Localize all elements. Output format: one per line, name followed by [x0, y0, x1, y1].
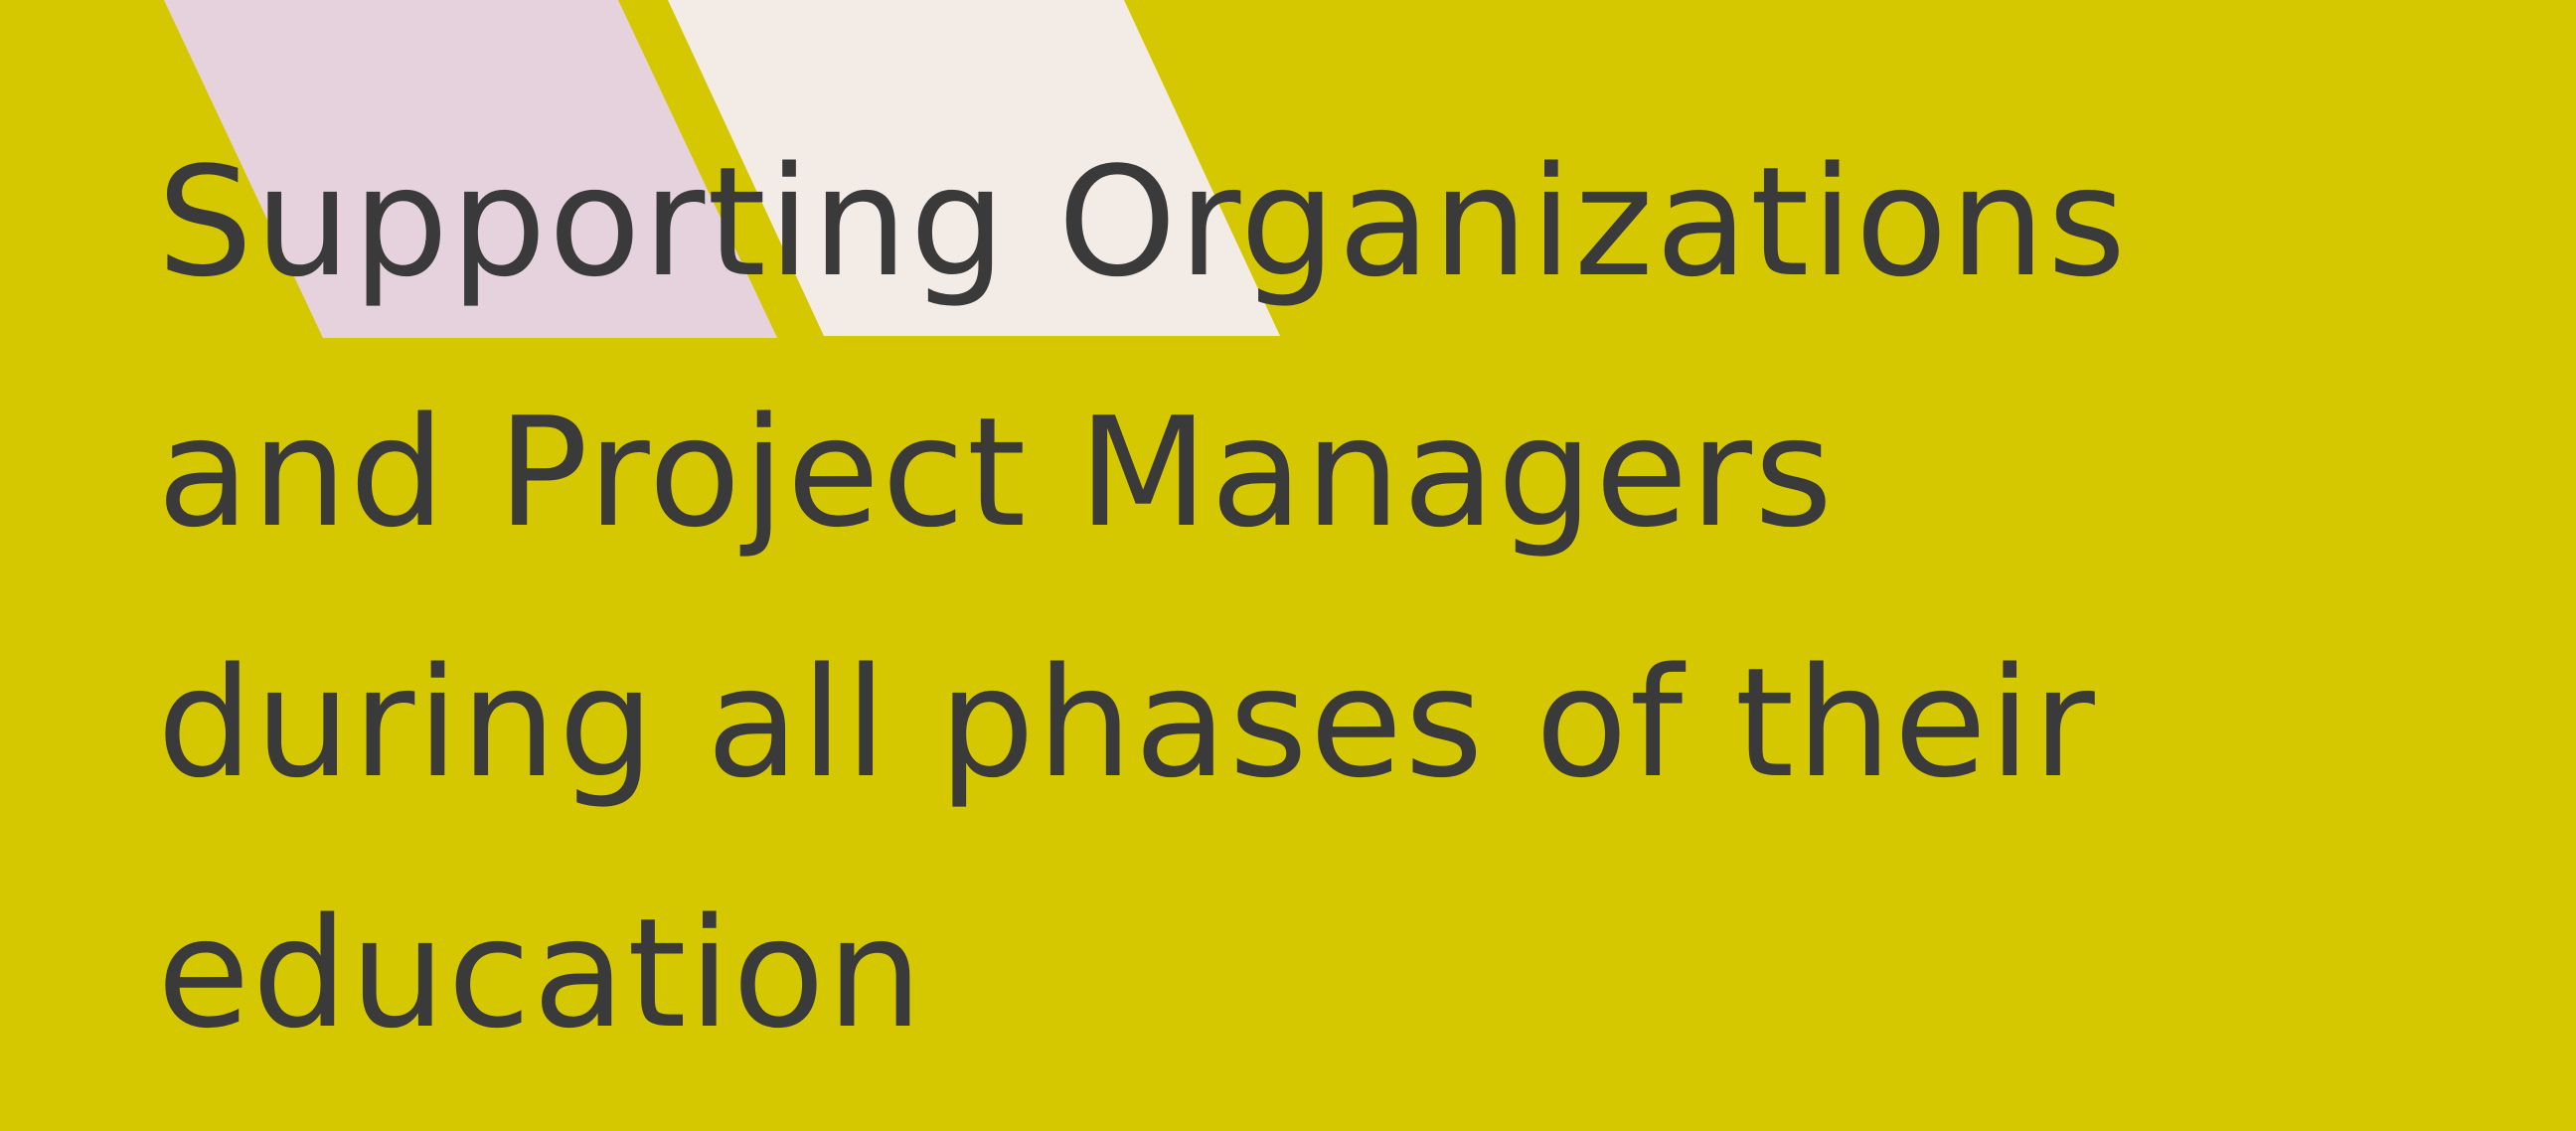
- headline: Supporting Organizations and Project Man…: [157, 97, 2522, 1099]
- headline-line-4: education: [157, 886, 925, 1061]
- headline-line-1: Supporting Organizations: [157, 134, 2129, 310]
- decorative-parallelogram-right: [668, 0, 1280, 336]
- decorative-parallelogram-left: [164, 0, 777, 338]
- headline-line-2: and Project Managers: [157, 385, 1836, 561]
- headline-line-3: during all phases of their: [157, 635, 2097, 811]
